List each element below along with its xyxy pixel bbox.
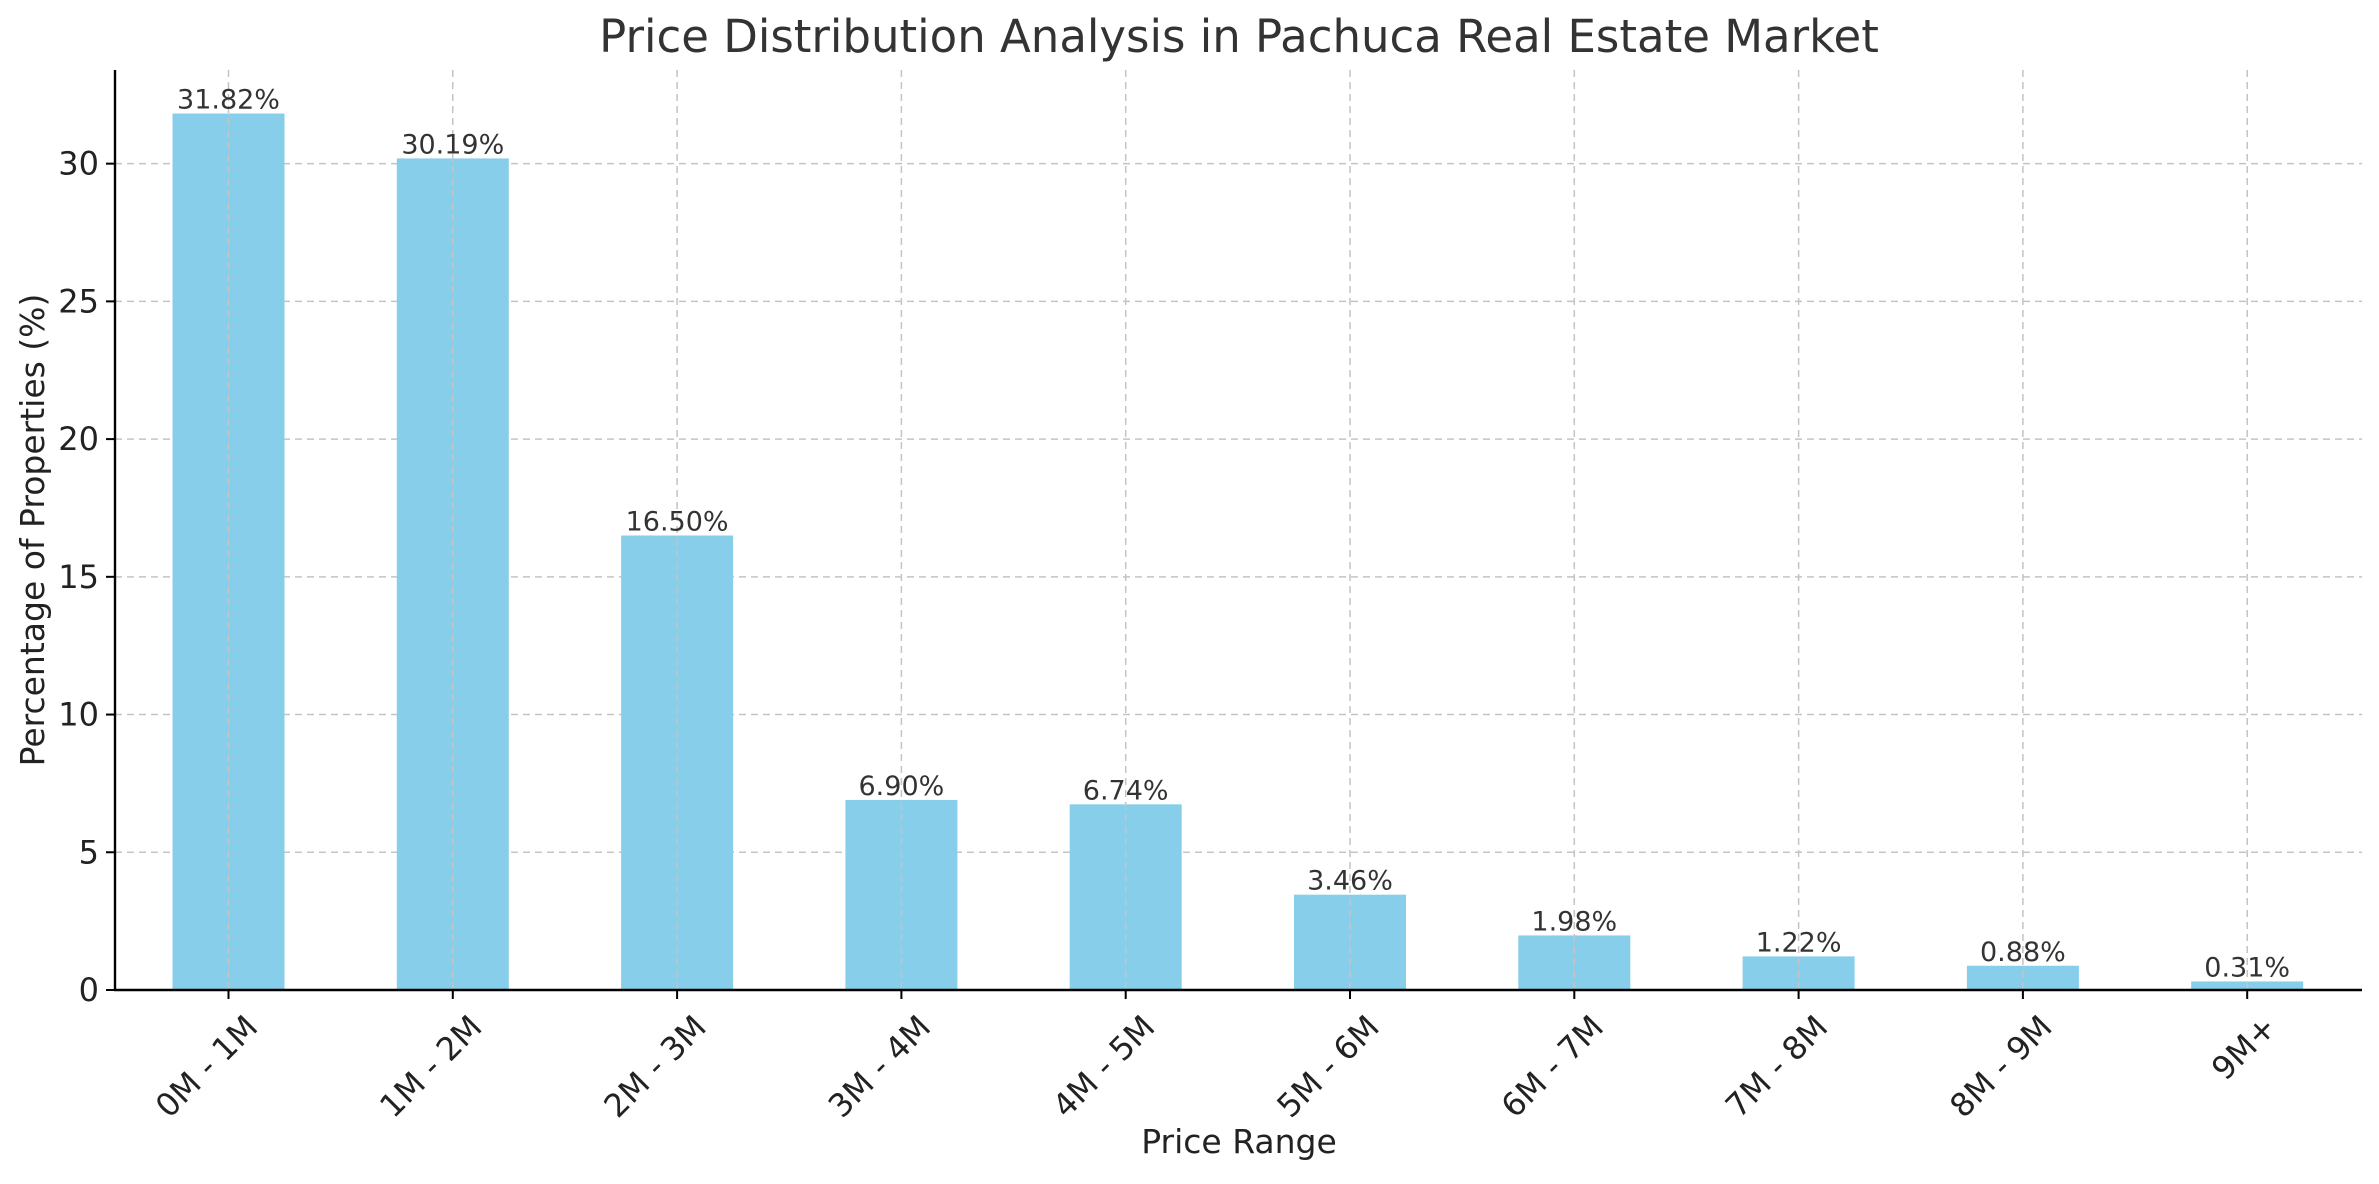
data-label-2: 16.50% [626,507,729,538]
data-label-4: 6.74% [1083,775,1169,806]
y-tick-label-4: 20 [58,420,99,458]
data-label-8: 0.88% [1980,937,2066,968]
x-tick-label-5: 5M - 6M [1269,1008,1386,1125]
y-tick-label-2: 10 [58,696,99,734]
axes [106,70,2362,999]
x-tick-label-9: 9M+ [2204,1008,2284,1088]
y-tick-label-1: 5 [79,833,99,871]
y-tick-label-0: 0 [79,971,99,1009]
data-label-5: 3.46% [1307,866,1393,897]
bars [172,113,2304,991]
y-tick-label-3: 15 [58,558,99,596]
data-label-6: 1.98% [1531,906,1617,937]
x-axis-title: Price Range [1141,1122,1337,1161]
x-tick-label-6: 6M - 7M [1494,1008,1611,1125]
x-tick-label-4: 4M - 5M [1045,1008,1162,1125]
x-tick-label-7: 7M - 8M [1718,1008,1835,1125]
x-tick-label-0: 0M - 1M [148,1008,265,1125]
data-label-7: 1.22% [1756,927,1842,958]
x-tick-label-1: 1M - 2M [372,1008,489,1125]
y-tick-label-5: 25 [58,282,99,320]
data-label-3: 6.90% [859,771,945,802]
data-label-9: 0.31% [2204,952,2290,983]
x-tick-label-8: 8M - 9M [1942,1008,2059,1125]
y-tick-label-6: 30 [58,145,99,183]
y-axis-title: Percentage of Properties (%) [13,294,52,767]
x-gridlines [227,70,2248,990]
data-label-1: 30.19% [401,129,504,160]
data-label-0: 31.82% [177,85,280,116]
chart-title: Price Distribution Analysis in Pachuca R… [599,10,1879,63]
x-tick-label-3: 3M - 4M [821,1008,938,1125]
x-tick-label-2: 2M - 3M [596,1008,713,1125]
